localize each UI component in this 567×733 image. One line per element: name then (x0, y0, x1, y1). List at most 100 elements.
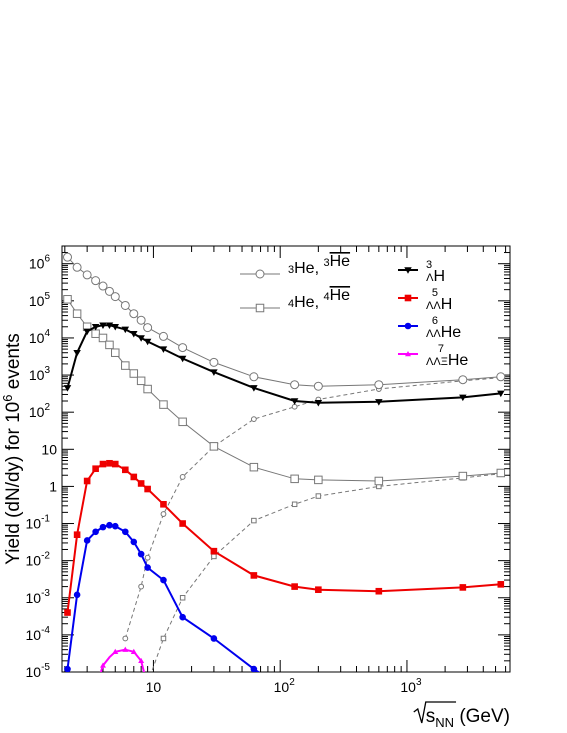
data-point-he4 (121, 361, 130, 370)
data-point-h3l (497, 390, 505, 398)
data-point-he3 (136, 315, 146, 325)
data-point-he4 (63, 295, 72, 304)
legend-marker (404, 267, 412, 274)
legend-label-text: He, (294, 260, 323, 277)
legend-item-he7llxi: 7 ΛΛΞHe (398, 343, 468, 369)
data-point-h3l (159, 346, 168, 353)
data-point-he6ll (111, 522, 119, 530)
data-point-he4 (314, 475, 323, 485)
data-point-h5ll (111, 460, 119, 468)
data-point-he7llxi (99, 662, 106, 668)
series-he7llxi (99, 646, 146, 672)
tick-label-sup: 3 (44, 365, 50, 376)
plot-frame (61, 245, 511, 673)
series-he3 (63, 252, 506, 391)
data-point-he3 (458, 375, 468, 385)
data-point-h5ll (83, 477, 91, 485)
y-axis-title: Yield (dN/dy) for 106 events (0, 333, 24, 564)
data-point-h3l (143, 338, 152, 346)
x-axis-title-suffix: (GeV) (454, 706, 510, 727)
legend-label: 3 ΛH (426, 259, 445, 285)
data-point-h3l (210, 369, 218, 376)
data-point-he3 (209, 357, 219, 367)
tick-label-sup: 2 (44, 402, 50, 413)
legend-label-sub: Λ (426, 272, 434, 284)
data-point-he6ll (106, 521, 113, 529)
series-line-he4bar (151, 473, 501, 672)
series-h3l (63, 322, 505, 407)
data-point-he4 (111, 348, 120, 357)
data-point-h3l (314, 399, 323, 407)
data-point-he6ll (73, 591, 81, 599)
series-line-h5ll (66, 462, 501, 613)
data-point-he3bar (291, 403, 298, 410)
tick-label-base: 1 (49, 478, 57, 494)
data-point-he3bar (144, 554, 151, 561)
data-point-he6ll (179, 613, 186, 621)
legend-label-sup: 7 (438, 343, 444, 355)
data-point-he6ll (99, 523, 107, 531)
series-h5ll (64, 459, 505, 616)
data-point-he4 (249, 462, 259, 472)
legend-label-antiparticle: He (330, 287, 351, 304)
data-point-he7llxi (138, 657, 145, 664)
tick-label-base: 10 (400, 679, 416, 695)
data-point-he3 (249, 372, 259, 382)
legend-label-text: He (448, 352, 469, 369)
legend-label-text: H (433, 268, 445, 285)
data-point-h3l (137, 335, 145, 342)
data-point-he4 (91, 329, 100, 338)
legend-label-sup: 3 (426, 259, 432, 271)
y-tick-label: 1 (49, 478, 57, 494)
legend-label-text: He, (294, 294, 323, 311)
y-tick-label: 10-1 (26, 514, 51, 532)
data-point-he6ll (64, 665, 71, 672)
data-point-he6ll (160, 576, 167, 584)
legend-label: 5 ΛΛH (426, 287, 452, 313)
data-point-he4bar (211, 553, 217, 560)
series-he4 (63, 295, 506, 486)
data-point-he6ll (137, 550, 145, 558)
data-point-he4 (159, 400, 168, 409)
y-tick-label: 102 (29, 402, 51, 420)
y-axis-title-main: Yield (dN/dy) for 10 (3, 402, 24, 565)
y-tick-label: 10 (41, 441, 57, 457)
tick-label-sup: 3 (416, 677, 422, 688)
data-point-he7llxi (122, 646, 129, 652)
data-point-h5ll (106, 459, 113, 467)
data-point-he6ll (130, 538, 138, 546)
data-point-he4bar (179, 595, 186, 601)
tick-label-sup: -1 (41, 514, 50, 525)
data-point-h3l (178, 355, 187, 363)
data-point-h3l (105, 322, 114, 329)
data-point-he4bar (251, 517, 257, 524)
y-axis-title-sup: 6 (0, 395, 15, 402)
data-point-he3 (143, 323, 153, 333)
tick-label-base: 10 (26, 590, 42, 606)
data-point-h5ll (459, 584, 467, 591)
data-point-he3bar (160, 511, 167, 517)
data-point-he6ll (122, 528, 129, 536)
data-point-he4 (105, 340, 114, 350)
data-point-he4 (143, 384, 152, 394)
data-point-h5ll (210, 547, 218, 555)
data-point-he4 (98, 333, 108, 343)
data-point-he4 (72, 309, 82, 318)
data-point-h5ll (73, 531, 81, 539)
x-axis-title-base: s (426, 706, 436, 727)
y-tick-label: 106 (29, 254, 51, 272)
data-point-h3l (130, 330, 138, 338)
x-tick-label: 102 (274, 677, 296, 695)
y-tick-label: 105 (29, 291, 51, 309)
legend-label-sub: ΛΛ (426, 328, 441, 340)
data-point-h3l (121, 326, 130, 334)
legend-marker (404, 294, 412, 302)
x-axis-title: sNN (GeV) (426, 706, 510, 730)
data-point-he4 (136, 376, 146, 386)
data-point-h5ll (137, 480, 145, 487)
data-point-h5ll (179, 520, 186, 527)
data-point-he4bar (160, 635, 167, 642)
data-point-h3l (250, 385, 258, 392)
tick-label-base: 10 (29, 330, 45, 346)
